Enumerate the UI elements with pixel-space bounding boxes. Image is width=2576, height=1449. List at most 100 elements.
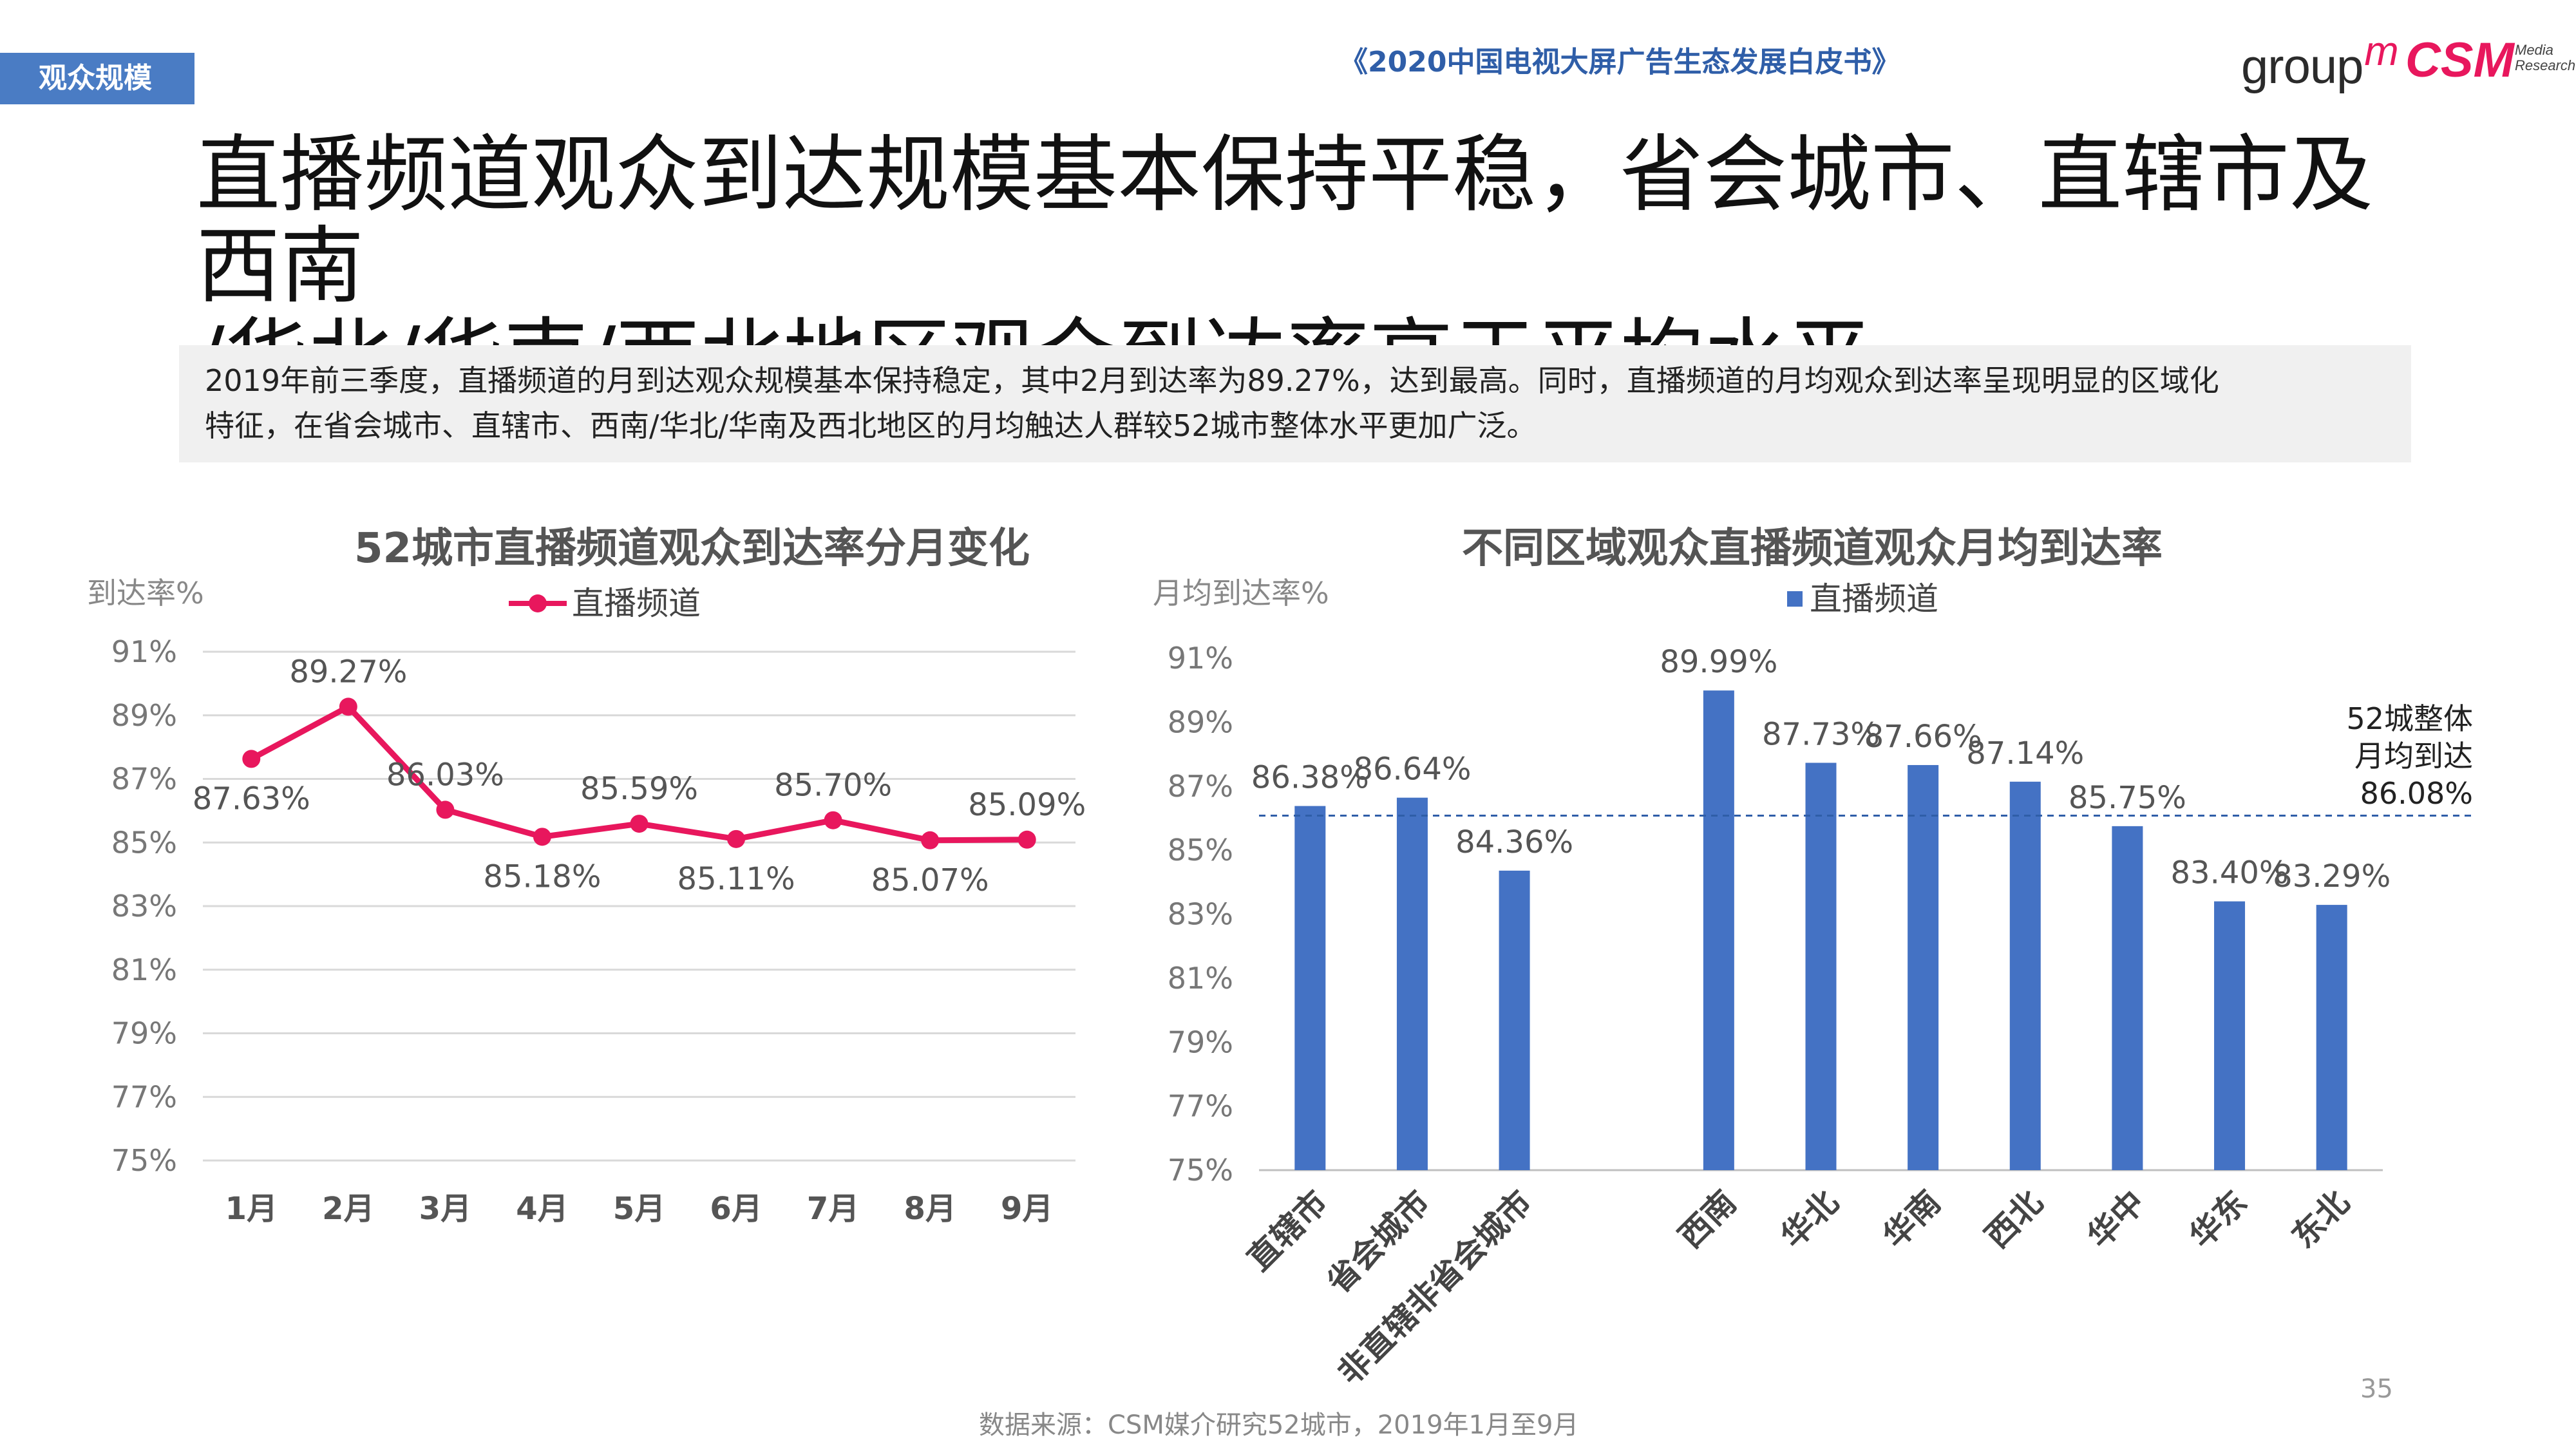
bar-chart-x-tick: 华中 (2080, 1183, 2152, 1255)
report-title: 《2020中国电视大屏广告生态发展白皮书》 (1340, 46, 1900, 79)
line-chart-data-label: 85.18% (483, 858, 601, 895)
csm-logo-sub-media: Media (2515, 42, 2553, 58)
bar-chart-bar (1499, 870, 1530, 1170)
bar-chart-bar (2316, 905, 2347, 1170)
groupm-logo-m: m (2364, 28, 2398, 74)
bar-chart-x-tick: 非直辖非省会城市 (1331, 1183, 1539, 1392)
bar-chart-y-tick: 75% (1168, 1153, 1233, 1188)
bar-chart-x-tick: 华东 (2183, 1183, 2255, 1255)
line-chart-x-tick: 5月 (613, 1191, 665, 1227)
bar-chart-y-tick: 81% (1168, 961, 1233, 996)
line-chart-y-tick: 81% (111, 952, 177, 987)
bar-chart-y-tick: 77% (1168, 1089, 1233, 1124)
bar-chart-data-label: 86.38% (1251, 760, 1369, 796)
line-chart-data-label: 85.59% (580, 771, 698, 807)
line-chart-y-tick: 79% (111, 1016, 177, 1051)
line-chart-title: 52城市直播频道观众到达率分月变化 (354, 525, 1030, 573)
bar-chart-bar (1703, 690, 1734, 1170)
bar-chart-y-tick: 83% (1168, 897, 1233, 932)
line-chart-y-tick: 75% (111, 1143, 177, 1178)
line-chart-y-axis-label: 到达率% (87, 576, 204, 611)
bar-chart-title: 不同区域观众直播频道观众月均到达率 (1462, 525, 2163, 573)
line-chart-legend-marker (529, 594, 547, 612)
line-chart-point (921, 831, 940, 849)
bar-chart-bar (2112, 826, 2143, 1170)
line-chart-data-label: 85.09% (968, 787, 1086, 823)
bar-chart-bar (1908, 764, 1939, 1170)
line-chart-point (1018, 830, 1036, 849)
bar-chart-y-axis-label: 月均到达率% (1153, 576, 1329, 611)
bar-chart-x-tick: 直辖市 (1240, 1183, 1335, 1278)
page-number: 35 (2360, 1374, 2393, 1404)
bar-chart-reference-label: 52城整体 (2346, 701, 2473, 736)
line-chart-x-tick: 4月 (516, 1191, 568, 1227)
summary-line-1: 2019年前三季度，直播频道的月到达观众规模基本保持稳定，其中2月到达率为89.… (205, 363, 2219, 398)
csm-logo: CSM (2405, 33, 2514, 88)
line-chart-y-tick: 91% (111, 634, 177, 669)
section-tag: 观众规模 (0, 53, 194, 104)
line-chart-x-tick: 8月 (904, 1191, 956, 1227)
bar-chart-data-label: 83.40% (2171, 855, 2289, 891)
data-source: 数据来源：CSM媒介研究52城市，2019年1月至9月 (979, 1410, 1579, 1440)
line-chart-y-tick: 87% (111, 762, 177, 797)
bar-chart-legend-swatch (1787, 591, 1803, 607)
line-chart-data-label: 85.11% (677, 861, 795, 897)
line-chart-x-tick: 7月 (807, 1191, 859, 1227)
line-chart-y-tick: 83% (111, 889, 177, 923)
bar-chart-reference-label: 86.08% (2360, 776, 2473, 811)
bar-chart-reference-label: 月均到达 (2354, 739, 2473, 773)
line-chart-point (824, 811, 842, 829)
line-chart-x-tick: 3月 (419, 1191, 471, 1227)
bar-chart-x-tick: 华南 (1876, 1183, 1948, 1255)
bar-chart-bar (1805, 762, 1837, 1170)
line-chart-point (533, 828, 551, 846)
bar-chart-y-tick: 85% (1168, 833, 1233, 867)
bar-chart-data-label: 87.73% (1762, 716, 1880, 752)
headline-line-1: 直播频道观众到达规模基本保持平稳，省会城市、直辖市及西南 (196, 126, 2374, 315)
line-chart-y-tick: 89% (111, 698, 177, 733)
line-chart-x-tick: 9月 (1001, 1191, 1053, 1227)
csm-logo-sub-research: Research (2515, 57, 2576, 73)
bar-chart-x-tick: 华北 (1774, 1183, 1846, 1255)
line-chart-legend-label: 直播频道 (572, 585, 701, 622)
line-chart-point (727, 829, 746, 848)
line-chart-x-tick: 2月 (322, 1191, 374, 1227)
line-chart-data-label: 89.27% (289, 654, 407, 690)
bar-chart-bar (1294, 806, 1326, 1170)
bar-chart-x-tick: 西北 (1978, 1183, 2050, 1255)
line-chart-x-tick: 1月 (225, 1191, 278, 1227)
line-chart-data-label: 85.07% (871, 862, 989, 898)
csm-logo-subtitle: Media Research (2515, 43, 2575, 73)
bar-chart-legend-label: 直播频道 (1810, 580, 1938, 618)
bar-chart-data-label: 87.14% (1966, 735, 2084, 772)
line-chart-point (242, 750, 261, 768)
bar-chart-data-label: 87.66% (1864, 719, 1982, 755)
line-chart-point (436, 800, 455, 819)
bar-chart-y-tick: 89% (1168, 705, 1233, 739)
groupm-logo: groupm (2241, 27, 2399, 95)
line-chart-data-label: 85.70% (774, 768, 892, 804)
bar-chart-y-tick: 91% (1168, 641, 1233, 676)
line-chart-y-tick: 77% (111, 1079, 177, 1114)
line-chart-point (339, 697, 357, 716)
line-chart-x-tick: 6月 (710, 1191, 762, 1227)
bar-chart-data-label: 85.75% (2069, 780, 2186, 816)
line-chart-data-label: 87.63% (193, 781, 310, 817)
line-chart-y-tick: 85% (111, 825, 177, 860)
bar-chart-data-label: 86.64% (1353, 752, 1471, 788)
bar-chart-data-label: 84.36% (1455, 824, 1573, 860)
bar-chart-data-label: 89.99% (1660, 644, 1777, 680)
line-chart-data-label: 86.03% (386, 757, 504, 793)
bar-chart-x-tick: 东北 (2284, 1183, 2356, 1255)
bar-chart-x-tick: 西南 (1672, 1183, 1744, 1255)
bar-chart-bar (1396, 797, 1428, 1170)
groupm-logo-text: group (2241, 39, 2363, 94)
bar-chart-data-label: 83.29% (2273, 858, 2391, 895)
summary-box: 2019年前三季度，直播频道的月到达观众规模基本保持稳定，其中2月到达率为89.… (179, 345, 2411, 462)
summary-line-2: 特征，在省会城市、直辖市、西南/华北/华南及西北地区的月均触达人群较52城市整体… (205, 408, 1537, 443)
bar-chart-y-tick: 79% (1168, 1025, 1233, 1059)
bar-chart-bar (2214, 901, 2246, 1170)
bar-chart-y-tick: 87% (1168, 769, 1233, 804)
bar-chart-bar (2009, 781, 2041, 1170)
